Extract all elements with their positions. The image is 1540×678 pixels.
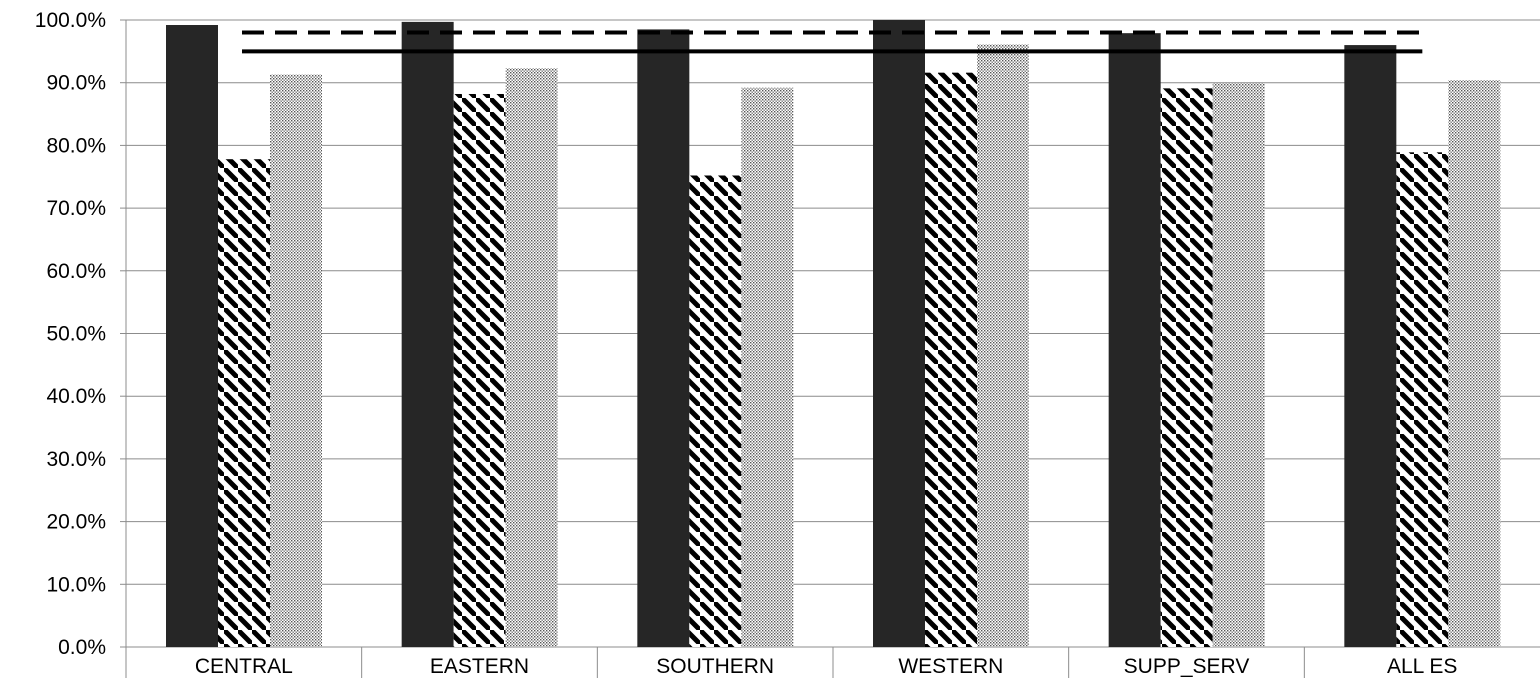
bar-series-3-eastern [505,68,558,648]
y-tick-label: 60.0% [46,260,106,283]
y-tick-label: 50.0% [46,323,106,346]
x-category-label: WESTERN [898,655,1003,678]
x-category-label: ALL ES [1387,655,1457,678]
bar-series-1-western [873,20,925,647]
bars [166,20,1501,648]
bar-series-2-central [218,159,270,647]
bar-series-1-all-es [1344,45,1397,647]
bar-series-3-all-es [1448,80,1501,647]
y-tick-label: 70.0% [46,197,106,220]
bar-series-1-southern [637,29,690,647]
bar-series-2-supp-serv [1160,88,1213,647]
bar-series-1-supp-serv [1108,33,1161,648]
y-tick-label: 10.0% [46,573,106,596]
gridlines [126,19,1540,648]
bar-series-3-southern [741,87,794,647]
bar-series-2-western [925,72,977,648]
bar-series-1-central [166,25,218,648]
y-tick-label: 0.0% [58,636,106,659]
y-tick-label: 30.0% [46,448,106,471]
y-tick-label: 20.0% [46,511,106,534]
x-category-label: SOUTHERN [656,655,774,678]
bar-series-2-southern [689,175,742,647]
y-tick-label: 40.0% [46,385,106,408]
x-category-label: CENTRAL [195,655,293,678]
x-category-label: EASTERN [430,655,529,678]
reference-lines [242,30,1423,54]
y-tick-label: 100.0% [35,9,106,32]
axis-labels: 0.0% 10.0% 20.0% 30.0% 40.0% 50.0% 60.0% 70.0% 8… [35,9,1458,678]
x-category-label: SUPP_SERV [1124,655,1250,678]
bar-series-2-eastern [453,93,506,647]
bar-series-3-central [270,74,322,647]
bar-series-1-eastern [401,21,454,648]
y-tick-label: 80.0% [46,134,106,157]
bar-series-2-all-es [1396,152,1449,647]
bar-series-3-western [977,44,1029,647]
axes [120,19,1540,678]
y-tick-label: 90.0% [46,72,106,95]
bar-series-3-supp-serv [1212,83,1265,647]
